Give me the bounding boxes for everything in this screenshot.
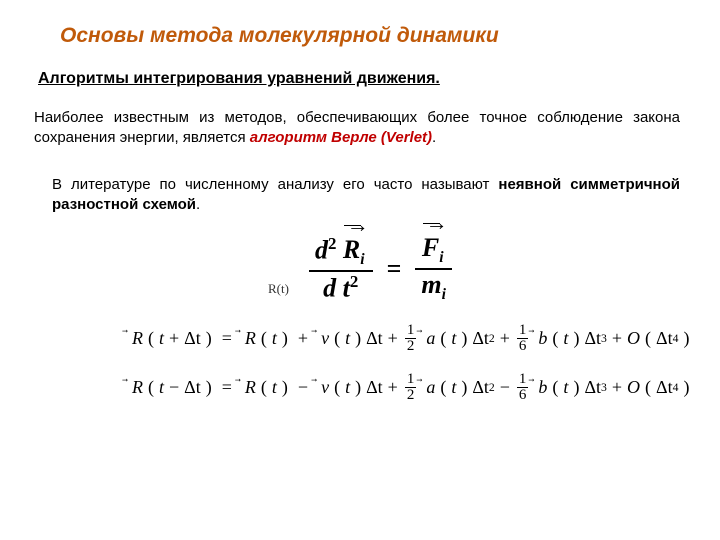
m-sym: m bbox=[421, 270, 441, 299]
dt9: Δt bbox=[584, 377, 601, 398]
rp7: ) bbox=[201, 377, 217, 398]
dt1: Δt bbox=[184, 328, 201, 349]
O1: O bbox=[627, 328, 640, 349]
dt-exp: 2 bbox=[350, 272, 358, 291]
p1-post: . bbox=[432, 129, 436, 146]
mn1: − bbox=[164, 377, 184, 398]
F-sym: F bbox=[422, 233, 439, 262]
lp2: ( bbox=[256, 328, 272, 349]
half-frac-2: 12 bbox=[405, 372, 417, 403]
ht1: 1 bbox=[405, 323, 417, 338]
section-subtitle: Алгоритмы интегрирования уравнений движе… bbox=[38, 70, 686, 88]
pl6: + bbox=[383, 377, 403, 398]
lp9: ( bbox=[329, 377, 345, 398]
slide: Основы метода молекулярной динамики Алго… bbox=[0, 0, 720, 540]
st2: 1 bbox=[517, 372, 529, 387]
pl7: + bbox=[607, 377, 627, 398]
O2: O bbox=[627, 377, 640, 398]
pl2: + bbox=[293, 328, 313, 349]
dt7: Δt bbox=[366, 377, 383, 398]
half-frac: 12 bbox=[405, 323, 417, 354]
dt2: Δt bbox=[366, 328, 383, 349]
hb1: 2 bbox=[405, 339, 417, 354]
R-sym: R bbox=[343, 235, 360, 264]
dt3: Δt bbox=[472, 328, 489, 349]
pl5: + bbox=[607, 328, 627, 349]
rp4: ) bbox=[456, 328, 472, 349]
vec-R: → Ri bbox=[343, 237, 367, 268]
R1: R bbox=[132, 328, 143, 349]
pl1: + bbox=[164, 328, 184, 349]
rp10: ) bbox=[456, 377, 472, 398]
mn2: − bbox=[293, 377, 313, 398]
a1: a bbox=[426, 328, 435, 349]
pl3: + bbox=[383, 328, 403, 349]
rp1: ) bbox=[201, 328, 217, 349]
sixth-frac-2: 16 bbox=[517, 372, 529, 403]
pl4: + bbox=[495, 328, 515, 349]
vec-F: → Fi bbox=[422, 235, 446, 266]
paragraph-2: В литературе по численному анализу его ч… bbox=[52, 175, 680, 216]
F-sub: i bbox=[439, 249, 443, 266]
p2-pre: В литературе по численному анализу его ч… bbox=[52, 176, 498, 193]
lhs-fraction: d2 → Ri d t2 bbox=[309, 234, 373, 304]
ht2: 1 bbox=[405, 372, 417, 387]
mn3: − bbox=[495, 377, 515, 398]
lp5: ( bbox=[547, 328, 563, 349]
rp9: ) bbox=[350, 377, 366, 398]
dt8: Δt bbox=[472, 377, 489, 398]
paragraph-1: Наиболее известным из методов, обеспечив… bbox=[34, 108, 680, 149]
taylor-minus: ⃗R (t − Δt) = ⃗R (t) − ⃗v (t) Δt + 12 ⃗a… bbox=[124, 372, 686, 403]
R4: R bbox=[245, 377, 256, 398]
lp1: ( bbox=[143, 328, 159, 349]
st1: 1 bbox=[517, 323, 529, 338]
slide-title: Основы метода молекулярной динамики bbox=[60, 24, 686, 48]
sb1: 6 bbox=[517, 339, 529, 354]
dt4: Δt bbox=[584, 328, 601, 349]
b1: b bbox=[538, 328, 547, 349]
taylor-plus: ⃗R (t + Δt) = ⃗R (t) + ⃗v (t) Δt + 12 ⃗a… bbox=[124, 323, 686, 354]
taylor-block: ⃗R (t + Δt) = ⃗R (t) + ⃗v (t) Δt + 12 ⃗a… bbox=[124, 323, 686, 403]
p2-post: . bbox=[196, 196, 200, 213]
lp8: ( bbox=[256, 377, 272, 398]
lp11: ( bbox=[547, 377, 563, 398]
exp-2: 2 bbox=[328, 234, 336, 253]
rp11: ) bbox=[568, 377, 584, 398]
b2: b bbox=[538, 377, 547, 398]
hb2: 2 bbox=[405, 388, 417, 403]
R3: R bbox=[132, 377, 143, 398]
rp5: ) bbox=[568, 328, 584, 349]
eq1: = bbox=[217, 328, 237, 349]
eq2: = bbox=[217, 377, 237, 398]
rp8: ) bbox=[277, 377, 293, 398]
lp4: ( bbox=[435, 328, 451, 349]
lp3: ( bbox=[329, 328, 345, 349]
rhs-fraction: → Fi mi bbox=[415, 233, 452, 305]
rp12: ) bbox=[678, 377, 694, 398]
d-sym: d bbox=[315, 235, 328, 264]
rp2: ) bbox=[277, 328, 293, 349]
R2: R bbox=[245, 328, 256, 349]
lp7: ( bbox=[143, 377, 159, 398]
v2: v bbox=[321, 377, 329, 398]
v1: v bbox=[321, 328, 329, 349]
a2: a bbox=[426, 377, 435, 398]
dt5: Δt bbox=[656, 328, 673, 349]
eq-prefix: R(t) bbox=[268, 281, 289, 305]
m-sub: i bbox=[442, 286, 446, 303]
main-equation: R(t) d2 → Ri d t2 = → bbox=[34, 233, 686, 305]
equals-sign: = bbox=[387, 254, 402, 284]
dt-sym: d t bbox=[323, 274, 350, 303]
rp3: ) bbox=[350, 328, 366, 349]
dt10: Δt bbox=[656, 377, 673, 398]
p1-highlight: алгоритм Верле (Verlet) bbox=[250, 129, 432, 146]
R-sub: i bbox=[360, 252, 364, 269]
lp6: ( bbox=[640, 328, 656, 349]
rp6: ) bbox=[678, 328, 694, 349]
lp12: ( bbox=[640, 377, 656, 398]
lp10: ( bbox=[435, 377, 451, 398]
dt6: Δt bbox=[184, 377, 201, 398]
sixth-frac: 16 bbox=[517, 323, 529, 354]
sb2: 6 bbox=[517, 388, 529, 403]
